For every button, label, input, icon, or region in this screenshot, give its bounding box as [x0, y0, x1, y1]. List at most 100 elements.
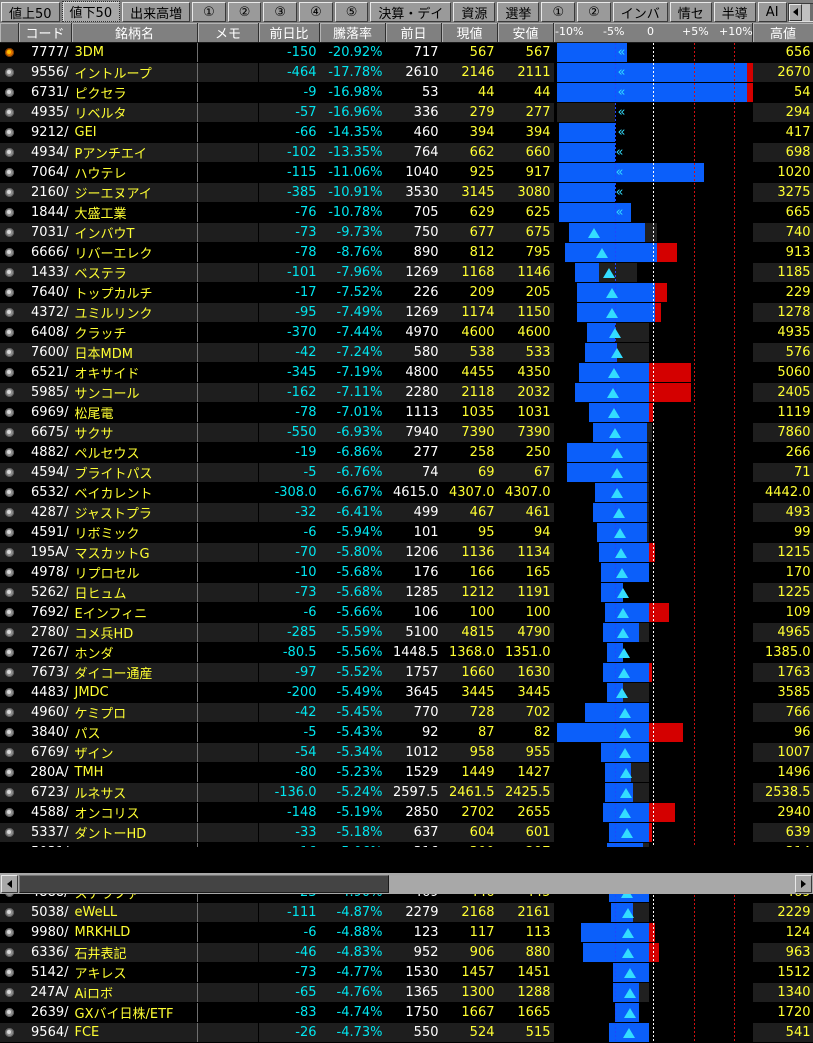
- row-marker-dot[interactable]: [0, 63, 19, 83]
- cell-code[interactable]: 4588/: [19, 803, 72, 823]
- table-row[interactable]: 4882/ペルセウス-19-6.86%2772582502661817300: [0, 443, 813, 463]
- tab-8[interactable]: 決算・デイ: [370, 2, 451, 22]
- cell-memo[interactable]: [198, 763, 259, 783]
- row-marker-dot[interactable]: [0, 1003, 19, 1023]
- cell-name[interactable]: 松尾電: [72, 403, 198, 423]
- cell-memo[interactable]: [198, 923, 259, 943]
- cell-code[interactable]: 4934/: [19, 143, 72, 163]
- scrollbar-track[interactable]: [19, 875, 794, 893]
- col-header-high[interactable]: 高値: [753, 23, 813, 43]
- scroll-right-button[interactable]: [795, 875, 812, 893]
- table-row[interactable]: 247A/Aiロボ-65-4.76%1365130012881340116320…: [0, 983, 813, 1003]
- cell-code[interactable]: 6769/: [19, 743, 72, 763]
- row-marker-dot[interactable]: [0, 363, 19, 383]
- cell-code[interactable]: 5142/: [19, 963, 72, 983]
- cell-name[interactable]: ユミルリンク: [72, 303, 198, 323]
- stock-table-container[interactable]: コード 銘柄名 メモ 前日比 騰落率 前日 現値 安値 -10%-5%0+5%+…: [0, 23, 813, 861]
- cell-memo[interactable]: [198, 63, 259, 83]
- cell-code[interactable]: 6731/: [19, 83, 72, 103]
- cell-memo[interactable]: [198, 363, 259, 383]
- tab-12[interactable]: ②: [577, 2, 611, 22]
- row-marker-dot[interactable]: [0, 823, 19, 843]
- row-marker-dot[interactable]: [0, 583, 19, 603]
- cell-code[interactable]: 6723/: [19, 783, 72, 803]
- row-marker-dot[interactable]: [0, 343, 19, 363]
- cell-memo[interactable]: [198, 243, 259, 263]
- cell-name[interactable]: リプロセル: [72, 563, 198, 583]
- table-row[interactable]: 4594/ブライトパス-5-6.76%746967717814300: [0, 463, 813, 483]
- cell-code[interactable]: 5337/: [19, 823, 72, 843]
- cell-code[interactable]: 5985/: [19, 383, 72, 403]
- cell-memo[interactable]: [198, 203, 259, 223]
- cell-name[interactable]: JMDC: [72, 683, 198, 703]
- cell-memo[interactable]: [198, 803, 259, 823]
- cell-memo[interactable]: [198, 283, 259, 303]
- cell-memo[interactable]: [198, 743, 259, 763]
- row-marker-dot[interactable]: [0, 723, 19, 743]
- col-header-mark[interactable]: [0, 23, 19, 43]
- tab-14[interactable]: 情セ: [670, 2, 712, 22]
- cell-name[interactable]: ダイコー通産: [72, 663, 198, 683]
- table-row[interactable]: 4588/オンコリス-148-5.19%28502702265529402399…: [0, 803, 813, 823]
- table-row[interactable]: 4287/ジャストプラ-32-6.41%499467461493126500: [0, 503, 813, 523]
- cell-name[interactable]: TMH: [72, 763, 198, 783]
- cell-memo[interactable]: [198, 163, 259, 183]
- cell-code[interactable]: 5038/: [19, 903, 72, 923]
- cell-memo[interactable]: [198, 1023, 259, 1043]
- cell-code[interactable]: 5262/: [19, 583, 72, 603]
- cell-memo[interactable]: [198, 583, 259, 603]
- horizontal-scrollbar[interactable]: [0, 872, 813, 894]
- table-row[interactable]: 2160/ジーエヌアイ-385-10.91%353031453080«32752…: [0, 183, 813, 203]
- cell-name[interactable]: リバーエレク: [72, 243, 198, 263]
- cell-name[interactable]: GEI: [72, 123, 198, 143]
- cell-name[interactable]: FCE: [72, 1023, 198, 1043]
- col-header-low[interactable]: 安値: [498, 23, 554, 43]
- cell-code[interactable]: 7267/: [19, 643, 72, 663]
- row-marker-dot[interactable]: [0, 383, 19, 403]
- cell-name[interactable]: 3DM: [72, 43, 198, 63]
- cell-code[interactable]: 7777/: [19, 43, 72, 63]
- cell-code[interactable]: 6336/: [19, 943, 72, 963]
- tab-11[interactable]: ①: [541, 2, 575, 22]
- cell-code[interactable]: 2780/: [19, 623, 72, 643]
- cell-memo[interactable]: [198, 983, 259, 1003]
- cell-memo[interactable]: [198, 423, 259, 443]
- table-row[interactable]: 6336/石井表記-46-4.83%952906880963195700: [0, 943, 813, 963]
- cell-memo[interactable]: [198, 663, 259, 683]
- row-marker-dot[interactable]: [0, 403, 19, 423]
- cell-code[interactable]: 9556/: [19, 63, 72, 83]
- cell-code[interactable]: 1844/: [19, 203, 72, 223]
- cell-memo[interactable]: [198, 323, 259, 343]
- cell-name[interactable]: ハウテレ: [72, 163, 198, 183]
- cell-code[interactable]: 2160/: [19, 183, 72, 203]
- cell-name[interactable]: 日ヒュム: [72, 583, 198, 603]
- row-marker-dot[interactable]: [0, 783, 19, 803]
- col-header-code[interactable]: コード: [19, 23, 72, 43]
- cell-name[interactable]: ベイカレント: [72, 483, 198, 503]
- cell-code[interactable]: 4935/: [19, 103, 72, 123]
- table-row[interactable]: 195A/マスカットG-70-5.80%12061136113412157740…: [0, 543, 813, 563]
- row-marker-dot[interactable]: [0, 763, 19, 783]
- cell-name[interactable]: イントループ: [72, 63, 198, 83]
- cell-name[interactable]: ダントーHD: [72, 823, 198, 843]
- cell-memo[interactable]: [198, 183, 259, 203]
- row-marker-dot[interactable]: [0, 183, 19, 203]
- cell-name[interactable]: MRKHLD: [72, 923, 198, 943]
- cell-code[interactable]: 280A/: [19, 763, 72, 783]
- table-row[interactable]: 4978/リプロセル-10-5.68%1761661651701412600: [0, 563, 813, 583]
- cell-name[interactable]: ケミプロ: [72, 703, 198, 723]
- tab-2[interactable]: 出来高増: [122, 2, 190, 22]
- cell-name[interactable]: ペルセウス: [72, 443, 198, 463]
- row-marker-dot[interactable]: [0, 523, 19, 543]
- scrollbar-thumb[interactable]: [19, 875, 389, 893]
- cell-memo[interactable]: [198, 343, 259, 363]
- row-marker-dot[interactable]: [0, 203, 19, 223]
- cell-memo[interactable]: [198, 83, 259, 103]
- cell-memo[interactable]: [198, 223, 259, 243]
- cell-name[interactable]: ブライトパス: [72, 463, 198, 483]
- cell-name[interactable]: Eインフィニ: [72, 603, 198, 623]
- row-marker-dot[interactable]: [0, 563, 19, 583]
